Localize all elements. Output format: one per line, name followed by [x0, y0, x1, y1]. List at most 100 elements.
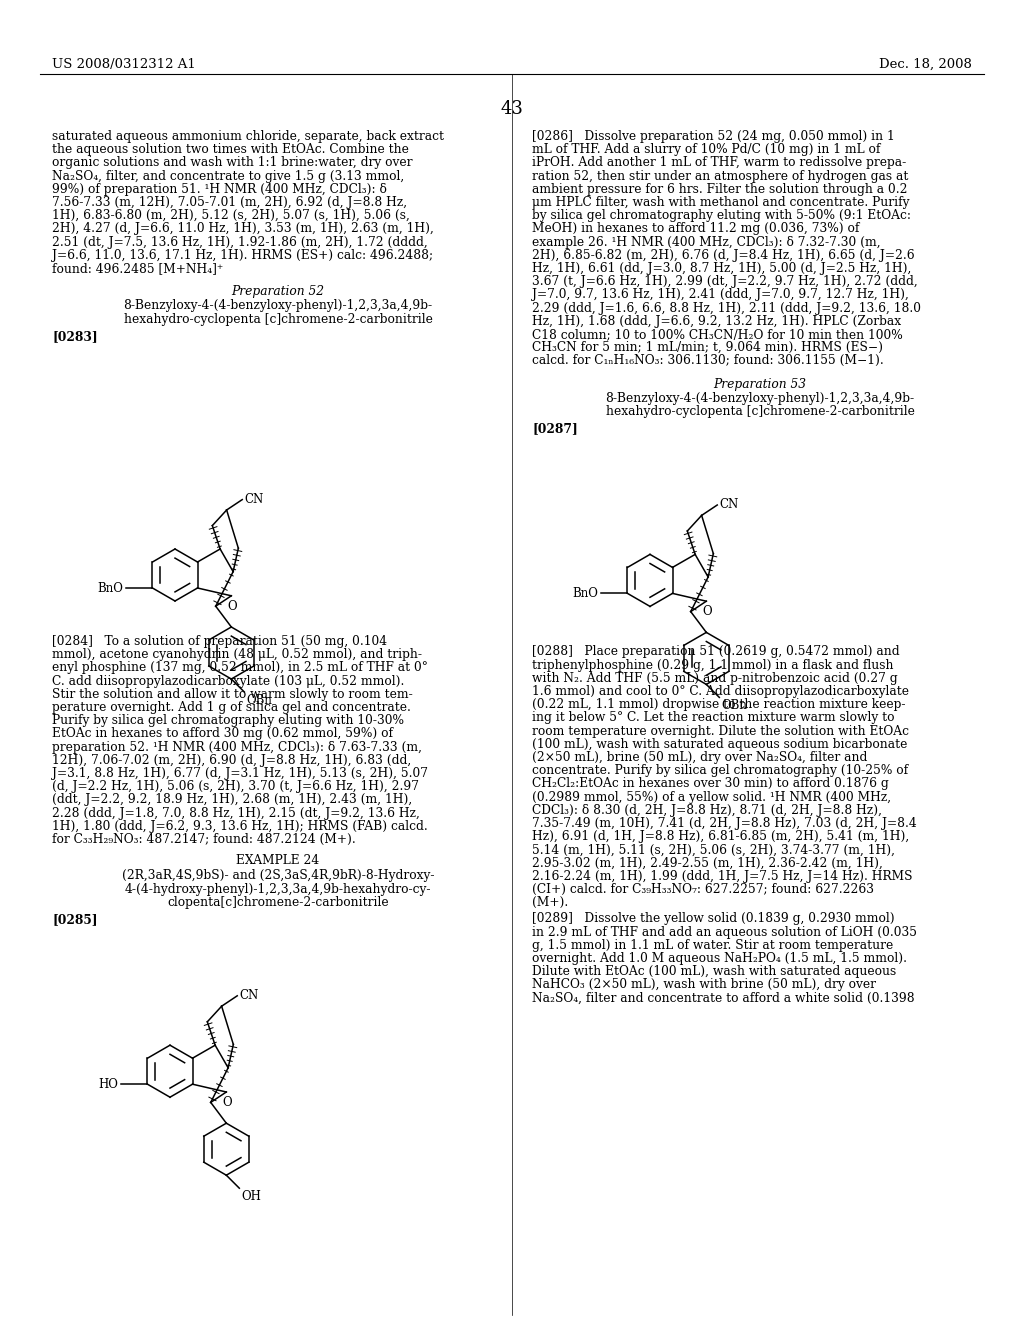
Text: 1H), 6.83-6.80 (m, 2H), 5.12 (s, 2H), 5.07 (s, 1H), 5.06 (s,: 1H), 6.83-6.80 (m, 2H), 5.12 (s, 2H), 5.… [52, 209, 410, 222]
Text: CN: CN [719, 499, 738, 511]
Text: J=6.6, 11.0, 13.6, 17.1 Hz, 1H). HRMS (ES+) calc: 496.2488;: J=6.6, 11.0, 13.6, 17.1 Hz, 1H). HRMS (E… [52, 248, 433, 261]
Text: J=7.0, 9.7, 13.6 Hz, 1H), 2.41 (ddd, J=7.0, 9.7, 12.7 Hz, 1H),: J=7.0, 9.7, 13.6 Hz, 1H), 2.41 (ddd, J=7… [532, 288, 909, 301]
Text: by silica gel chromatography eluting with 5-50% (9:1 EtOAc:: by silica gel chromatography eluting wit… [532, 209, 911, 222]
Text: Purify by silica gel chromatography eluting with 10-30%: Purify by silica gel chromatography elut… [52, 714, 404, 727]
Text: [0286]   Dissolve preparation 52 (24 mg, 0.050 mmol) in 1: [0286] Dissolve preparation 52 (24 mg, 0… [532, 129, 895, 143]
Text: OBn: OBn [247, 694, 272, 708]
Text: preparation 52. ¹H NMR (400 MHz, CDCl₃): δ 7.63-7.33 (m,: preparation 52. ¹H NMR (400 MHz, CDCl₃):… [52, 741, 422, 754]
Text: 2.29 (ddd, J=1.6, 6.6, 8.8 Hz, 1H), 2.11 (ddd, J=9.2, 13.6, 18.0: 2.29 (ddd, J=1.6, 6.6, 8.8 Hz, 1H), 2.11… [532, 301, 921, 314]
Text: CN: CN [240, 989, 258, 1002]
Text: example 26. ¹H NMR (400 MHz, CDCl₃): δ 7.32-7.30 (m,: example 26. ¹H NMR (400 MHz, CDCl₃): δ 7… [532, 235, 881, 248]
Text: Preparation 53: Preparation 53 [714, 378, 807, 391]
Text: [0287]: [0287] [532, 422, 578, 436]
Text: 12H), 7.06-7.02 (m, 2H), 6.90 (d, J=8.8 Hz, 1H), 6.83 (dd,: 12H), 7.06-7.02 (m, 2H), 6.90 (d, J=8.8 … [52, 754, 412, 767]
Text: 7.56-7.33 (m, 12H), 7.05-7.01 (m, 2H), 6.92 (d, J=8.8 Hz,: 7.56-7.33 (m, 12H), 7.05-7.01 (m, 2H), 6… [52, 195, 408, 209]
Text: clopenta[c]chromene-2-carbonitrile: clopenta[c]chromene-2-carbonitrile [167, 896, 389, 908]
Text: (2R,3aR,4S,9bS)- and (2S,3aS,4R,9bR)-8-Hydroxy-: (2R,3aR,4S,9bS)- and (2S,3aS,4R,9bR)-8-H… [122, 870, 434, 882]
Text: OBn: OBn [721, 700, 748, 713]
Text: MeOH) in hexanes to afford 11.2 mg (0.036, 73%) of: MeOH) in hexanes to afford 11.2 mg (0.03… [532, 222, 859, 235]
Text: triphenylphosphine (0.29 g, 1.1 mmol) in a flask and flush: triphenylphosphine (0.29 g, 1.1 mmol) in… [532, 659, 894, 672]
Text: 3.67 (t, J=6.6 Hz, 1H), 2.99 (dt, J=2.2, 9.7 Hz, 1H), 2.72 (ddd,: 3.67 (t, J=6.6 Hz, 1H), 2.99 (dt, J=2.2,… [532, 275, 918, 288]
Text: hexahydro-cyclopenta [c]chromene-2-carbonitrile: hexahydro-cyclopenta [c]chromene-2-carbo… [605, 405, 914, 418]
Text: [0284]   To a solution of preparation 51 (50 mg, 0.104: [0284] To a solution of preparation 51 (… [52, 635, 387, 648]
Text: 7.35-7.49 (m, 10H), 7.41 (d, 2H, J=8.8 Hz), 7.03 (d, 2H, J=8.4: 7.35-7.49 (m, 10H), 7.41 (d, 2H, J=8.8 H… [532, 817, 916, 830]
Text: with N₂. Add THF (5.5 mL) and p-nitrobenzoic acid (0.27 g: with N₂. Add THF (5.5 mL) and p-nitroben… [532, 672, 898, 685]
Text: CH₂Cl₂:EtOAc in hexanes over 30 min) to afford 0.1876 g: CH₂Cl₂:EtOAc in hexanes over 30 min) to … [532, 777, 889, 791]
Text: HO: HO [98, 1077, 119, 1090]
Text: for C₃₃H₂₉NO₃: 487.2147; found: 487.2124 (M+).: for C₃₃H₂₉NO₃: 487.2147; found: 487.2124… [52, 833, 355, 846]
Text: 2.28 (ddd, J=1.8, 7.0, 8.8 Hz, 1H), 2.15 (dt, J=9.2, 13.6 Hz,: 2.28 (ddd, J=1.8, 7.0, 8.8 Hz, 1H), 2.15… [52, 807, 420, 820]
Text: NaHCO₃ (2×50 mL), wash with brine (50 mL), dry over: NaHCO₃ (2×50 mL), wash with brine (50 mL… [532, 978, 876, 991]
Text: in 2.9 mL of THF and add an aqueous solution of LiOH (0.035: in 2.9 mL of THF and add an aqueous solu… [532, 925, 918, 939]
Text: Dec. 18, 2008: Dec. 18, 2008 [880, 58, 972, 71]
Text: room temperature overnight. Dilute the solution with EtOAc: room temperature overnight. Dilute the s… [532, 725, 909, 738]
Text: [0283]: [0283] [52, 330, 97, 343]
Text: CDCl₃): δ 8.30 (d, 2H, J=8.8 Hz), 8.71 (d, 2H, J=8.8 Hz),: CDCl₃): δ 8.30 (d, 2H, J=8.8 Hz), 8.71 (… [532, 804, 882, 817]
Text: [0288]   Place preparation 51 (0.2619 g, 0.5472 mmol) and: [0288] Place preparation 51 (0.2619 g, 0… [532, 645, 900, 659]
Text: CN: CN [245, 494, 263, 506]
Text: (M+).: (M+). [532, 896, 568, 909]
Text: concentrate. Purify by silica gel chromatography (10-25% of: concentrate. Purify by silica gel chroma… [532, 764, 908, 777]
Text: 99%) of preparation 51. ¹H NMR (400 MHz, CDCl₃): δ: 99%) of preparation 51. ¹H NMR (400 MHz,… [52, 182, 387, 195]
Text: Dilute with EtOAc (100 mL), wash with saturated aqueous: Dilute with EtOAc (100 mL), wash with sa… [532, 965, 896, 978]
Text: perature overnight. Add 1 g of silica gel and concentrate.: perature overnight. Add 1 g of silica ge… [52, 701, 411, 714]
Text: (0.2989 mmol, 55%) of a yellow solid. ¹H NMR (400 MHz,: (0.2989 mmol, 55%) of a yellow solid. ¹H… [532, 791, 891, 804]
Text: OH: OH [242, 1191, 261, 1204]
Text: C. add diisopropylazodicarboxylate (103 μL, 0.52 mmol).: C. add diisopropylazodicarboxylate (103 … [52, 675, 404, 688]
Text: 2.16-2.24 (m, 1H), 1.99 (ddd, 1H, J=7.5 Hz, J=14 Hz). HRMS: 2.16-2.24 (m, 1H), 1.99 (ddd, 1H, J=7.5 … [532, 870, 912, 883]
Text: Preparation 52: Preparation 52 [231, 285, 325, 298]
Text: 4-(4-hydroxy-phenyl)-1,2,3,3a,4,9b-hexahydro-cy-: 4-(4-hydroxy-phenyl)-1,2,3,3a,4,9b-hexah… [125, 883, 431, 895]
Text: (0.22 mL, 1.1 mmol) dropwise to the reaction mixture keep-: (0.22 mL, 1.1 mmol) dropwise to the reac… [532, 698, 905, 711]
Text: BnO: BnO [572, 587, 598, 599]
Text: EXAMPLE 24: EXAMPLE 24 [237, 854, 319, 867]
Text: O: O [702, 605, 712, 618]
Text: iPrOH. Add another 1 mL of THF, warm to redissolve prepa-: iPrOH. Add another 1 mL of THF, warm to … [532, 156, 906, 169]
Text: 8-Benzyloxy-4-(4-benzyloxy-phenyl)-1,2,3,3a,4,9b-: 8-Benzyloxy-4-(4-benzyloxy-phenyl)-1,2,3… [124, 300, 432, 313]
Text: saturated aqueous ammonium chloride, separate, back extract: saturated aqueous ammonium chloride, sep… [52, 129, 444, 143]
Text: US 2008/0312312 A1: US 2008/0312312 A1 [52, 58, 196, 71]
Text: mL of THF. Add a slurry of 10% Pd/C (10 mg) in 1 mL of: mL of THF. Add a slurry of 10% Pd/C (10 … [532, 143, 881, 156]
Text: ambient pressure for 6 hrs. Filter the solution through a 0.2: ambient pressure for 6 hrs. Filter the s… [532, 182, 907, 195]
Text: (ddt, J=2.2, 9.2, 18.9 Hz, 1H), 2.68 (m, 1H), 2.43 (m, 1H),: (ddt, J=2.2, 9.2, 18.9 Hz, 1H), 2.68 (m,… [52, 793, 413, 807]
Text: μm HPLC filter, wash with methanol and concentrate. Purify: μm HPLC filter, wash with methanol and c… [532, 195, 909, 209]
Text: mmol), acetone cyanohydrin (48 μL, 0.52 mmol), and triph-: mmol), acetone cyanohydrin (48 μL, 0.52 … [52, 648, 422, 661]
Text: hexahydro-cyclopenta [c]chromene-2-carbonitrile: hexahydro-cyclopenta [c]chromene-2-carbo… [124, 313, 432, 326]
Text: [0289]   Dissolve the yellow solid (0.1839 g, 0.2930 mmol): [0289] Dissolve the yellow solid (0.1839… [532, 912, 895, 925]
Text: ing it below 5° C. Let the reaction mixture warm slowly to: ing it below 5° C. Let the reaction mixt… [532, 711, 895, 725]
Text: EtOAc in hexanes to afford 30 mg (0.62 mmol, 59%) of: EtOAc in hexanes to afford 30 mg (0.62 m… [52, 727, 393, 741]
Text: enyl phosphine (137 mg, 0.52 mmol), in 2.5 mL of THF at 0°: enyl phosphine (137 mg, 0.52 mmol), in 2… [52, 661, 428, 675]
Text: O: O [227, 599, 238, 612]
Text: 2.51 (dt, J=7.5, 13.6 Hz, 1H), 1.92-1.86 (m, 2H), 1.72 (dddd,: 2.51 (dt, J=7.5, 13.6 Hz, 1H), 1.92-1.86… [52, 235, 428, 248]
Text: found: 496.2485 [M+NH₄]⁺: found: 496.2485 [M+NH₄]⁺ [52, 261, 223, 275]
Text: organic solutions and wash with 1:1 brine:water, dry over: organic solutions and wash with 1:1 brin… [52, 156, 413, 169]
Text: (2×50 mL), brine (50 mL), dry over Na₂SO₄, filter and: (2×50 mL), brine (50 mL), dry over Na₂SO… [532, 751, 867, 764]
Text: 5.14 (m, 1H), 5.11 (s, 2H), 5.06 (s, 2H), 3.74-3.77 (m, 1H),: 5.14 (m, 1H), 5.11 (s, 2H), 5.06 (s, 2H)… [532, 843, 895, 857]
Text: CH₃CN for 5 min; 1 mL/min; t, 9.064 min). HRMS (ES−): CH₃CN for 5 min; 1 mL/min; t, 9.064 min)… [532, 341, 883, 354]
Text: (d, J=2.2 Hz, 1H), 5.06 (s, 2H), 3.70 (t, J=6.6 Hz, 1H), 2.97: (d, J=2.2 Hz, 1H), 5.06 (s, 2H), 3.70 (t… [52, 780, 419, 793]
Text: 1.6 mmol) and cool to 0° C. Add diisopropylazodicarboxylate: 1.6 mmol) and cool to 0° C. Add diisopro… [532, 685, 909, 698]
Text: (CI+) calcd. for C₃₉H₃₃NO₇: 627.2257; found: 627.2263: (CI+) calcd. for C₃₉H₃₃NO₇: 627.2257; fo… [532, 883, 874, 896]
Text: 2H), 6.85-6.82 (m, 2H), 6.76 (d, J=8.4 Hz, 1H), 6.65 (d, J=2.6: 2H), 6.85-6.82 (m, 2H), 6.76 (d, J=8.4 H… [532, 248, 914, 261]
Text: 1H), 1.80 (ddd, J=6.2, 9.3, 13.6 Hz, 1H); HRMS (FAB) calcd.: 1H), 1.80 (ddd, J=6.2, 9.3, 13.6 Hz, 1H)… [52, 820, 428, 833]
Text: 43: 43 [501, 100, 523, 117]
Text: overnight. Add 1.0 M aqueous NaH₂PO₄ (1.5 mL, 1.5 mmol).: overnight. Add 1.0 M aqueous NaH₂PO₄ (1.… [532, 952, 907, 965]
Text: Stir the solution and allow it to warm slowly to room tem-: Stir the solution and allow it to warm s… [52, 688, 413, 701]
Text: J=3.1, 8.8 Hz, 1H), 6.77 (d, J=3.1 Hz, 1H), 5.13 (s, 2H), 5.07: J=3.1, 8.8 Hz, 1H), 6.77 (d, J=3.1 Hz, 1… [52, 767, 428, 780]
Text: [0285]: [0285] [52, 913, 97, 927]
Text: calcd. for C₁ₙH₁₆NO₃: 306.1130; found: 306.1155 (M−1).: calcd. for C₁ₙH₁₆NO₃: 306.1130; found: 3… [532, 354, 884, 367]
Text: 2H), 4.27 (d, J=6.6, 11.0 Hz, 1H), 3.53 (m, 1H), 2.63 (m, 1H),: 2H), 4.27 (d, J=6.6, 11.0 Hz, 1H), 3.53 … [52, 222, 434, 235]
Text: 2.95-3.02 (m, 1H), 2.49-2.55 (m, 1H), 2.36-2.42 (m, 1H),: 2.95-3.02 (m, 1H), 2.49-2.55 (m, 1H), 2.… [532, 857, 883, 870]
Text: ration 52, then stir under an atmosphere of hydrogen gas at: ration 52, then stir under an atmosphere… [532, 169, 908, 182]
Text: the aqueous solution two times with EtOAc. Combine the: the aqueous solution two times with EtOA… [52, 143, 409, 156]
Text: (100 mL), wash with saturated aqueous sodium bicarbonate: (100 mL), wash with saturated aqueous so… [532, 738, 907, 751]
Text: Na₂SO₄, filter, and concentrate to give 1.5 g (3.13 mmol,: Na₂SO₄, filter, and concentrate to give … [52, 169, 404, 182]
Text: 8-Benzyloxy-4-(4-benzyloxy-phenyl)-1,2,3,3a,4,9b-: 8-Benzyloxy-4-(4-benzyloxy-phenyl)-1,2,3… [605, 392, 914, 405]
Text: C18 column; 10 to 100% CH₃CN/H₂O for 10 min then 100%: C18 column; 10 to 100% CH₃CN/H₂O for 10 … [532, 327, 903, 341]
Text: Hz, 1H), 1.68 (ddd, J=6.6, 9.2, 13.2 Hz, 1H). HPLC (Zorbax: Hz, 1H), 1.68 (ddd, J=6.6, 9.2, 13.2 Hz,… [532, 314, 901, 327]
Text: Hz), 6.91 (d, 1H, J=8.8 Hz), 6.81-6.85 (m, 2H), 5.41 (m, 1H),: Hz), 6.91 (d, 1H, J=8.8 Hz), 6.81-6.85 (… [532, 830, 909, 843]
Text: Hz, 1H), 6.61 (dd, J=3.0, 8.7 Hz, 1H), 5.00 (d, J=2.5 Hz, 1H),: Hz, 1H), 6.61 (dd, J=3.0, 8.7 Hz, 1H), 5… [532, 261, 911, 275]
Text: O: O [222, 1096, 232, 1109]
Text: g, 1.5 mmol) in 1.1 mL of water. Stir at room temperature: g, 1.5 mmol) in 1.1 mL of water. Stir at… [532, 939, 893, 952]
Text: Na₂SO₄, filter and concentrate to afford a white solid (0.1398: Na₂SO₄, filter and concentrate to afford… [532, 991, 914, 1005]
Text: BnO: BnO [97, 582, 124, 594]
